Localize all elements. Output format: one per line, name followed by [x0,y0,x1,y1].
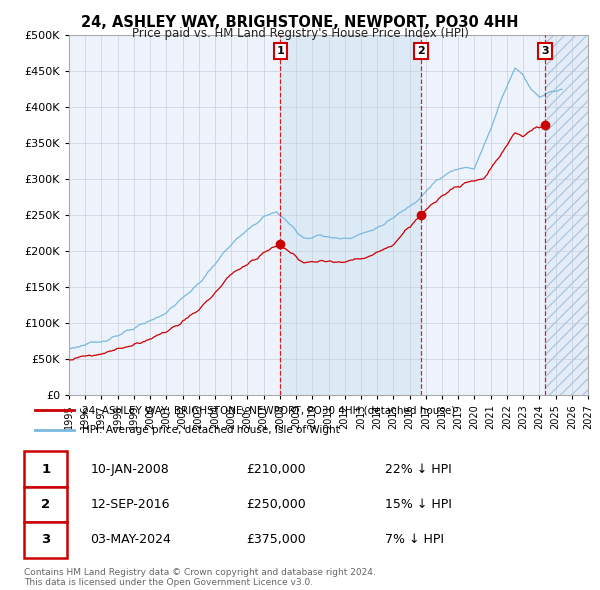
Text: 1: 1 [277,46,284,56]
Text: 1: 1 [41,463,50,476]
Text: 10-JAN-2008: 10-JAN-2008 [91,463,169,476]
Text: £250,000: £250,000 [246,498,306,511]
Text: 22% ↓ HPI: 22% ↓ HPI [385,463,452,476]
Text: 03-MAY-2024: 03-MAY-2024 [91,533,172,546]
Text: 24, ASHLEY WAY, BRIGHSTONE, NEWPORT, PO30 4HH: 24, ASHLEY WAY, BRIGHSTONE, NEWPORT, PO3… [81,15,519,30]
Text: 24, ASHLEY WAY, BRIGHSTONE, NEWPORT, PO30 4HH (detached house): 24, ASHLEY WAY, BRIGHSTONE, NEWPORT, PO3… [82,405,455,415]
Text: Price paid vs. HM Land Registry's House Price Index (HPI): Price paid vs. HM Land Registry's House … [131,27,469,40]
Bar [545,35,588,395]
FancyBboxPatch shape [24,451,67,487]
Bar [280,35,421,395]
FancyBboxPatch shape [24,522,67,558]
Text: Contains HM Land Registry data © Crown copyright and database right 2024.
This d: Contains HM Land Registry data © Crown c… [24,568,376,587]
Text: 2: 2 [41,498,50,511]
Text: £375,000: £375,000 [246,533,306,546]
Text: 15% ↓ HPI: 15% ↓ HPI [385,498,452,511]
Text: HPI: Average price, detached house, Isle of Wight: HPI: Average price, detached house, Isle… [82,425,340,435]
Text: 7% ↓ HPI: 7% ↓ HPI [385,533,444,546]
Text: £210,000: £210,000 [246,463,305,476]
Text: 12-SEP-2016: 12-SEP-2016 [91,498,170,511]
Text: 3: 3 [41,533,50,546]
Text: 2: 2 [417,46,425,56]
FancyBboxPatch shape [24,487,67,522]
Bar [545,35,588,395]
Text: 3: 3 [542,46,549,56]
